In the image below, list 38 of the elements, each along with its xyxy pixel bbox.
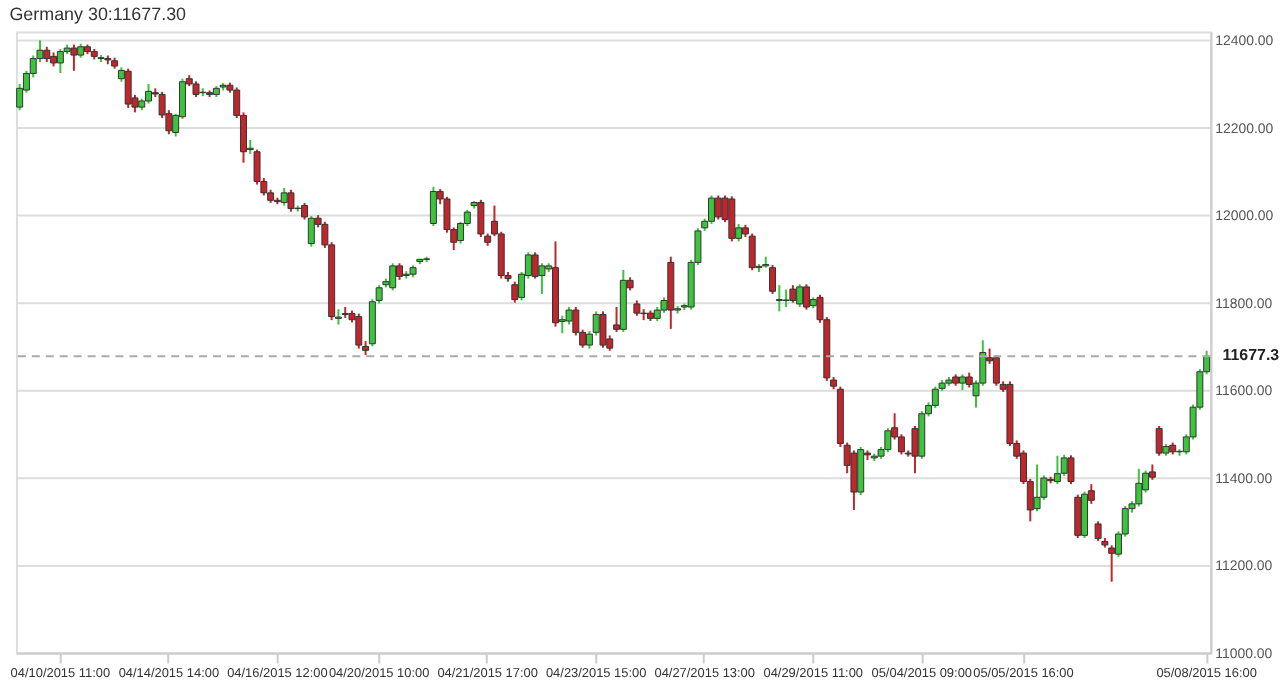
candlestick (145, 82, 153, 105)
candlestick (599, 310, 607, 349)
candlestick (56, 47, 64, 74)
candlestick (748, 232, 756, 272)
chart-title: Germany 30:11677.30 (9, 3, 187, 24)
candlestick (389, 262, 397, 292)
candlestick (1053, 454, 1061, 486)
candlestick (918, 410, 926, 460)
candlestick (728, 195, 736, 243)
candlestick (1033, 463, 1041, 513)
candlestick (802, 283, 810, 311)
candlestick (1074, 493, 1082, 539)
candlestick (70, 43, 78, 72)
candlestick (1155, 424, 1163, 457)
candlestick (124, 67, 132, 109)
candlestick (667, 255, 675, 330)
candlestick (511, 280, 519, 304)
candlestick (769, 264, 777, 295)
candlestick (931, 385, 939, 410)
candlestick (429, 185, 437, 228)
candlestick (531, 251, 539, 280)
candlestick (477, 198, 485, 239)
ref-line-label: 11677.3 (1222, 346, 1281, 365)
candlestick (538, 262, 546, 295)
candlestick (796, 283, 804, 309)
candlestick (1060, 453, 1068, 477)
candlestick (850, 449, 858, 511)
candlestick (1081, 490, 1089, 539)
candlestick (1067, 454, 1075, 486)
candlestick (1135, 467, 1143, 508)
candlestick (1094, 520, 1102, 543)
candlestick (287, 188, 295, 213)
candlestick (884, 427, 892, 454)
candlestick (355, 312, 363, 350)
candlestick (992, 354, 1000, 387)
candlestick (714, 194, 722, 221)
candlestick (708, 194, 715, 225)
candlestick (857, 445, 865, 497)
